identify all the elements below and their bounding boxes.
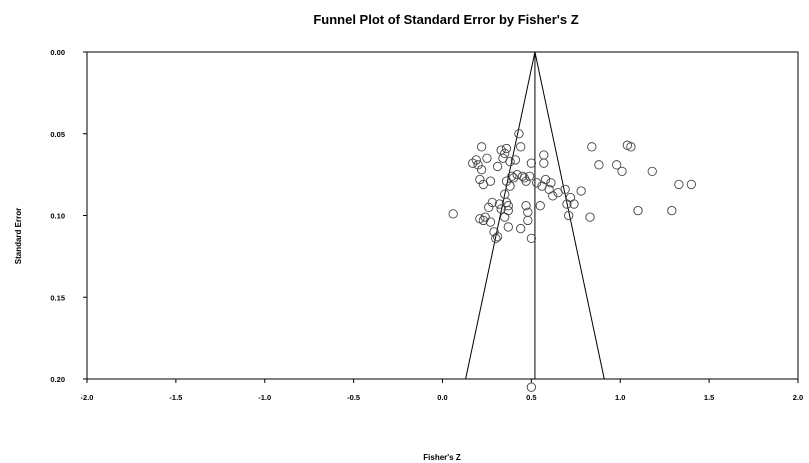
study-point [667, 205, 677, 216]
study-point [535, 201, 545, 211]
study-point [471, 155, 481, 165]
x-axis-title: Fisher's Z [423, 453, 461, 462]
study-point [507, 171, 517, 181]
study-point [510, 155, 521, 165]
study-point [482, 153, 492, 163]
study-point [500, 212, 510, 222]
study-point [503, 201, 513, 211]
x-tick-label: -2.0 [81, 393, 94, 402]
study-point [494, 199, 505, 209]
study-point [521, 201, 531, 211]
x-tick-label: 0.5 [526, 393, 536, 402]
study-points [448, 129, 696, 392]
x-tick-label: 1.5 [704, 393, 714, 402]
funnel-lines [465, 51, 605, 380]
study-point [476, 142, 487, 152]
study-point [587, 142, 597, 152]
study-point [564, 210, 574, 221]
study-point [526, 382, 537, 392]
study-point [524, 171, 535, 181]
x-axis-ticks: -2.0 -1.5 -1.0 -0.5 0.0 0.5 1.0 1.5 2.0 [81, 379, 803, 402]
study-point [514, 129, 524, 139]
study-point [505, 156, 515, 167]
study-point [647, 166, 657, 177]
study-point [626, 142, 636, 152]
study-point [523, 215, 533, 226]
study-point [576, 186, 586, 196]
study-point [484, 202, 494, 212]
study-point [476, 165, 487, 175]
x-tick-label: 2.0 [793, 393, 803, 402]
study-point [548, 191, 558, 201]
study-point [539, 158, 549, 168]
study-point [473, 160, 483, 170]
study-point [505, 181, 515, 191]
plot-area-frame [86, 51, 799, 380]
study-point [516, 142, 526, 152]
study-point [503, 222, 513, 232]
study-point [617, 166, 627, 177]
study-point [503, 205, 513, 216]
study-point [521, 176, 531, 186]
study-point [526, 158, 537, 168]
study-point [612, 160, 622, 170]
study-point [492, 161, 503, 172]
funnel-left-line [465, 51, 536, 380]
study-point [516, 223, 526, 234]
study-point [487, 197, 497, 208]
study-point [485, 176, 496, 186]
study-point [526, 233, 537, 244]
study-point [560, 184, 570, 194]
study-point [540, 174, 551, 185]
study-point [519, 173, 529, 183]
study-point [565, 192, 576, 203]
y-tick-label: 0.00 [50, 48, 65, 57]
y-tick-label: 0.20 [50, 375, 65, 384]
study-point [496, 145, 506, 155]
y-tick-label: 0.05 [50, 130, 65, 139]
x-tick-label: -1.0 [258, 393, 271, 402]
funnel-right-line [534, 51, 605, 380]
y-axis-ticks: 0.00 0.05 0.10 0.15 0.20 [50, 48, 87, 384]
study-point [569, 199, 579, 209]
study-point [633, 205, 643, 216]
x-tick-label: -0.5 [347, 393, 360, 402]
study-point [500, 148, 510, 159]
study-point [594, 160, 604, 170]
study-point [501, 143, 512, 154]
study-point [448, 209, 458, 219]
study-point [546, 178, 556, 188]
study-point [686, 179, 696, 190]
study-point [485, 217, 496, 227]
study-point [475, 214, 485, 224]
x-tick-label: 0.0 [437, 393, 447, 402]
study-point [468, 158, 478, 168]
y-tick-label: 0.15 [50, 293, 65, 302]
y-axis-title: Standard Error [14, 208, 23, 264]
study-point [674, 179, 684, 190]
study-point [480, 212, 490, 222]
study-point [532, 178, 542, 188]
study-point [508, 173, 519, 183]
study-point [585, 212, 595, 222]
x-tick-label: -1.5 [169, 393, 182, 402]
chart-title: Funnel Plot of Standard Error by Fisher'… [313, 12, 578, 27]
study-point [517, 171, 528, 181]
study-point [475, 174, 485, 185]
study-point [492, 232, 503, 242]
study-point [539, 150, 549, 160]
x-tick-label: 1.0 [615, 393, 625, 402]
study-point [491, 233, 501, 244]
study-point [489, 227, 499, 237]
y-tick-label: 0.10 [50, 212, 65, 221]
